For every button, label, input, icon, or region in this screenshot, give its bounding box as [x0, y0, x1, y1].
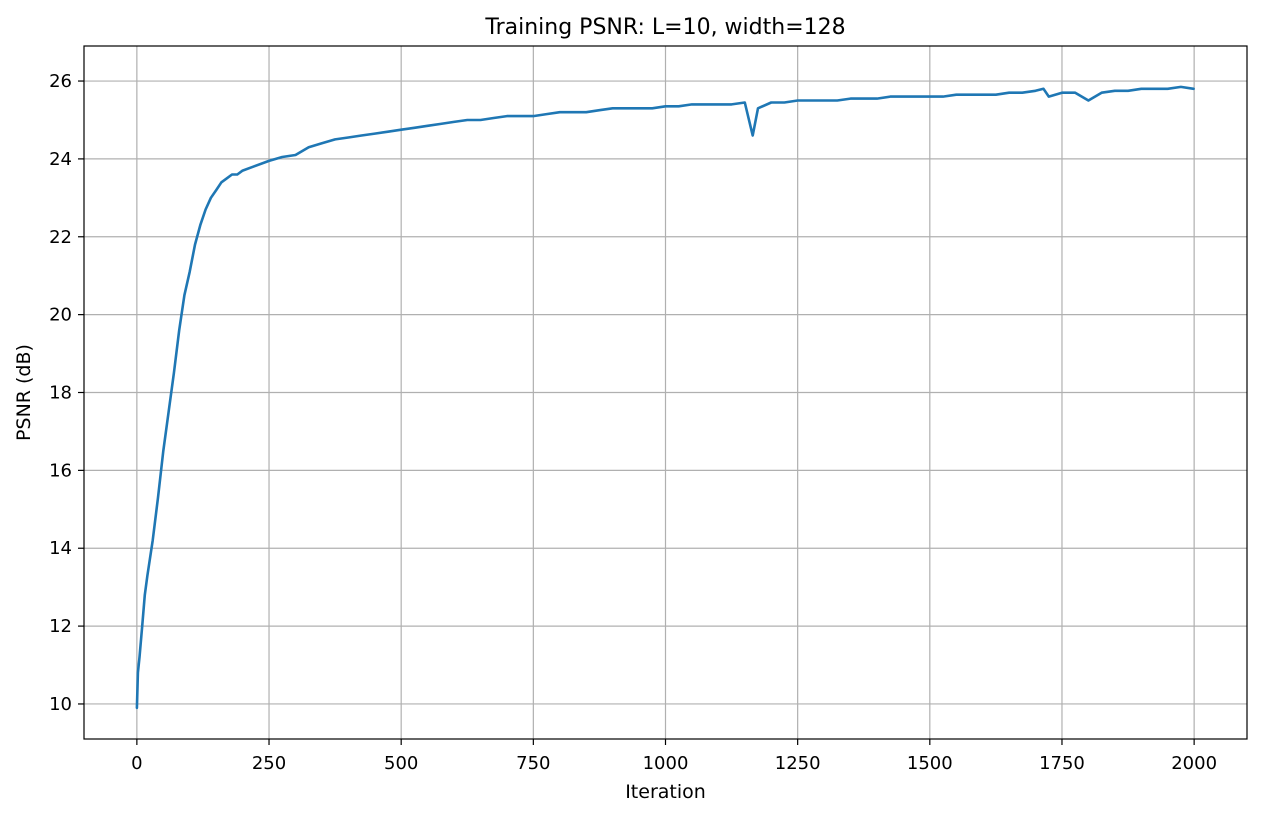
psnr-series-line	[135, 85, 1195, 710]
x-tick-label: 250	[252, 753, 286, 774]
ticks: 0 250 500 750 1000 1250 1500 1750 2000 10 12 14 16 18…	[49, 71, 1217, 774]
y-tick-label: 26	[49, 71, 72, 92]
y-tick-label: 22	[49, 227, 72, 248]
x-tick-label: 1500	[907, 753, 953, 774]
x-axis-label: Iteration	[625, 781, 706, 803]
series-layer	[135, 85, 1195, 710]
y-tick-label: 16	[49, 460, 72, 481]
y-tick-label: 14	[49, 538, 72, 559]
y-axis-label: PSNR (dB)	[13, 344, 35, 441]
y-tick-label: 20	[49, 305, 72, 326]
y-tick-label: 18	[49, 383, 72, 404]
x-tick-label: 0	[131, 753, 142, 774]
grid	[84, 46, 1247, 739]
y-tick-label: 10	[49, 694, 72, 715]
y-tick-label: 24	[49, 149, 72, 170]
y-tick-label: 12	[49, 616, 72, 637]
x-tick-label: 1750	[1039, 753, 1085, 774]
x-tick-label: 750	[516, 753, 550, 774]
x-tick-label: 2000	[1171, 753, 1217, 774]
x-tick-label: 1250	[775, 753, 821, 774]
chart-title: Training PSNR: L=10, width=128	[484, 15, 845, 40]
x-tick-label: 500	[384, 753, 418, 774]
x-tick-label: 1000	[643, 753, 689, 774]
